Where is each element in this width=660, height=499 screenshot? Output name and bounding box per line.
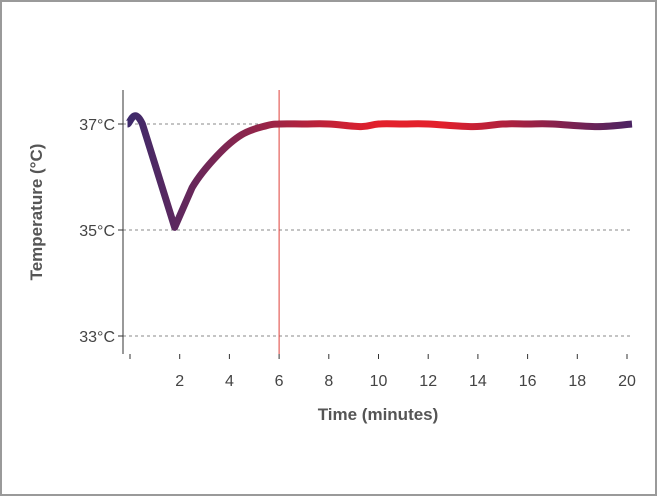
x-tick-label: 20: [618, 373, 636, 390]
y-tick-label: 33°C: [79, 329, 115, 346]
series-line-0: [125, 112, 633, 231]
x-tick-label: 2: [175, 373, 184, 390]
y-tick-label: 35°C: [79, 223, 115, 240]
y-axis-ticks: 33°C 35°C 37°C: [79, 117, 123, 346]
x-tick-label: 4: [225, 373, 234, 390]
x-tick-label: 18: [568, 373, 586, 390]
gridlines: [123, 123, 632, 337]
x-axis-title: Time (minutes): [318, 405, 439, 424]
x-tick-label: 16: [519, 373, 537, 390]
x-tick-label: 8: [324, 373, 333, 390]
x-tick-label: 12: [419, 373, 437, 390]
x-tick-label: 14: [469, 373, 487, 390]
x-tick-label: 6: [275, 373, 284, 390]
series-group: [125, 112, 633, 231]
x-tick-label: 10: [370, 373, 388, 390]
y-axis-title: Temperature (°C): [27, 144, 46, 281]
x-axis-ticks: 2 4 6 8 10 12 14 16 18 20: [129, 354, 636, 390]
y-tick-label: 37°C: [79, 117, 115, 134]
